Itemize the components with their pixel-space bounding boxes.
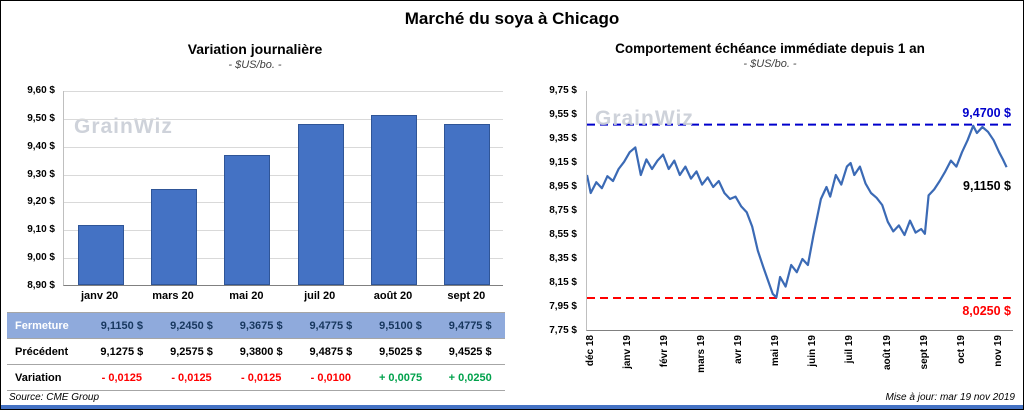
bar-chart-subtitle: - $US/bo. - bbox=[228, 59, 282, 71]
table-cell: 9,3675 $ bbox=[239, 319, 283, 332]
table-cell: 9,3800 $ bbox=[239, 345, 283, 358]
x-axis-tick-label: sept 19 bbox=[918, 335, 930, 370]
low-price-label: 8,0250 $ bbox=[962, 304, 1011, 318]
last-price-label: 9,1150 $ bbox=[963, 179, 1011, 194]
table-cell: + 0,0250 bbox=[448, 371, 492, 384]
table-cell: - 0,0125 bbox=[101, 371, 143, 384]
table-cell: + 0,0075 bbox=[378, 371, 423, 384]
gridline bbox=[64, 91, 503, 92]
bar bbox=[224, 154, 271, 285]
line-chart-subtitle: - $US/bo. - bbox=[743, 58, 797, 70]
x-axis-tick-label: oct 19 bbox=[955, 335, 967, 364]
bar bbox=[297, 124, 344, 285]
bar-chart-plot: GrainWiz bbox=[63, 91, 503, 286]
price-line bbox=[585, 124, 1008, 299]
price-line-chart bbox=[585, 123, 1014, 299]
bar-chart-title: Variation journalière bbox=[187, 41, 323, 57]
table-cell: 9,4875 $ bbox=[309, 345, 353, 358]
y-axis-tick-label: 7,75 $ bbox=[549, 325, 577, 336]
y-axis-tick-label: 9,35 $ bbox=[549, 133, 577, 144]
gridline bbox=[64, 230, 503, 232]
x-axis-tick-label: sept 20 bbox=[447, 290, 486, 302]
gridline bbox=[64, 118, 503, 120]
bar-chart-y-axis: 9,60 $ 9,50 $ 9,40 $ 9,30 $ 9,20 $ 9,10 $ 9,00… bbox=[7, 85, 59, 291]
y-axis-tick-label: 8,35 $ bbox=[549, 253, 577, 264]
x-axis-tick-label: mars 20 bbox=[152, 290, 194, 302]
y-axis-tick-label: 9,10 $ bbox=[27, 224, 55, 236]
x-axis-tick-label: nov 19 bbox=[993, 335, 1004, 367]
y-axis-tick-label: 9,30 $ bbox=[27, 168, 55, 180]
x-axis-tick-label: mars 19 bbox=[695, 335, 707, 373]
footer-updated: Mise à jour: mar 19 nov 2019 bbox=[885, 392, 1015, 403]
footer: Source: CME Group Mise à jour: mar 19 no… bbox=[9, 392, 1015, 403]
y-axis-tick-label: 8,55 $ bbox=[549, 229, 577, 240]
x-axis-tick-label: août 19 bbox=[881, 335, 893, 371]
bar bbox=[370, 115, 418, 285]
line-chart-header: Comportement échéance immédiate depuis 1… bbox=[521, 41, 1019, 70]
gridline bbox=[64, 146, 503, 148]
high-price-label: 9,4700 $ bbox=[962, 105, 1011, 120]
table-cell: - 0,0100 bbox=[310, 371, 352, 384]
y-axis-tick-label: 9,40 $ bbox=[27, 140, 55, 152]
line-chart-plot: GrainWiz 9,4700 $ 9,1150 $ 8,0250 $ bbox=[585, 91, 1014, 331]
x-axis-tick-label: juil 20 bbox=[304, 290, 336, 302]
x-axis-tick-label: juil 19 bbox=[844, 335, 856, 364]
row-label: Fermeture bbox=[15, 319, 69, 332]
table-cell: 9,2575 $ bbox=[170, 345, 213, 358]
bar-chart-x-axis: janv 20 mars 20 mai 20 juil 20 août 20 sept 2… bbox=[63, 288, 503, 306]
table-cell: 9,4775 $ bbox=[309, 319, 353, 332]
gridline bbox=[64, 258, 503, 260]
bar-chart-header: Variation journalière - $US/bo. - bbox=[7, 41, 503, 71]
y-axis-tick-label: 8,75 $ bbox=[549, 205, 577, 216]
y-axis-tick-label: 9,00 $ bbox=[27, 252, 55, 264]
y-axis-tick-label: 9,50 $ bbox=[27, 112, 55, 124]
x-axis-tick-label: déc 18 bbox=[584, 335, 596, 367]
page-title: Marché du soya à Chicago bbox=[404, 9, 620, 28]
y-axis-tick-label: 9,75 $ bbox=[549, 85, 577, 96]
y-axis-tick-label: 9,60 $ bbox=[27, 85, 55, 96]
footer-source: Source: CME Group bbox=[9, 392, 100, 403]
line-chart-title: Comportement échéance immédiate depuis 1… bbox=[615, 41, 925, 56]
table-row: Fermeture 9,1150 $ 9,2450 $ 9,3675 $ 9,4775 … bbox=[7, 313, 505, 339]
y-axis-tick-label: 9,55 $ bbox=[549, 109, 577, 120]
price-summary-table: Fermeture 9,1150 $ 9,2450 $ 9,3675 $ 9,4775 … bbox=[7, 312, 505, 391]
x-axis-tick-label: juin 19 bbox=[807, 335, 819, 367]
table-row: Variation - 0,0125 - 0,0125 - 0,0125 - 0,010… bbox=[7, 365, 505, 391]
table-cell: 9,4525 $ bbox=[448, 345, 492, 358]
table-row: Précédent 9,1275 $ 9,2575 $ 9,3800 $ 9,4875 … bbox=[7, 339, 505, 365]
row-label: Variation bbox=[15, 371, 62, 384]
y-axis-tick-label: 8,15 $ bbox=[549, 277, 577, 288]
y-axis-tick-label: 7,95 $ bbox=[549, 301, 577, 312]
table-cell: - 0,0125 bbox=[240, 371, 282, 384]
x-axis-tick-label: août 20 bbox=[373, 290, 413, 302]
x-axis-tick-label: janv 19 bbox=[621, 335, 633, 369]
table-cell: 9,5100 $ bbox=[379, 319, 422, 332]
row-label: Précédent bbox=[15, 345, 69, 358]
x-axis-tick-label: févr 19 bbox=[658, 335, 670, 368]
bar bbox=[77, 225, 124, 285]
gridline bbox=[64, 202, 503, 204]
table-cell: - 0,0125 bbox=[171, 371, 212, 384]
line-chart-y-axis: 9,75 $ 9,55 $ 9,35 $ 9,15 $ 8,95 $ 8,75 $ 8,55… bbox=[529, 85, 581, 336]
x-axis-tick-label: mai 20 bbox=[229, 290, 264, 302]
gridline bbox=[64, 174, 503, 176]
bar bbox=[444, 124, 491, 285]
y-axis-tick-label: 9,15 $ bbox=[549, 157, 577, 168]
table-cell: 9,1275 $ bbox=[100, 345, 144, 358]
x-axis-tick-label: mai 19 bbox=[770, 335, 782, 367]
table-cell: 9,4775 $ bbox=[448, 319, 492, 332]
table-cell: 9,2450 $ bbox=[170, 319, 213, 332]
table-cell: 9,1150 $ bbox=[100, 319, 143, 332]
y-axis-tick-label: 9,20 $ bbox=[27, 196, 55, 208]
line-chart-x-axis: déc 18 janv 19 févr 19 mars 19 avr 19 mai 19 j… bbox=[584, 333, 1016, 395]
y-axis-tick-label: 8,95 $ bbox=[549, 181, 577, 192]
footer-accent-bar bbox=[1, 405, 1023, 409]
x-axis-tick-label: janv 20 bbox=[81, 290, 119, 302]
table-cell: 9,5025 $ bbox=[379, 345, 422, 358]
x-axis-tick-label: avr 19 bbox=[733, 335, 745, 364]
bar bbox=[150, 188, 198, 285]
y-axis-tick-label: 8,90 $ bbox=[27, 280, 55, 291]
